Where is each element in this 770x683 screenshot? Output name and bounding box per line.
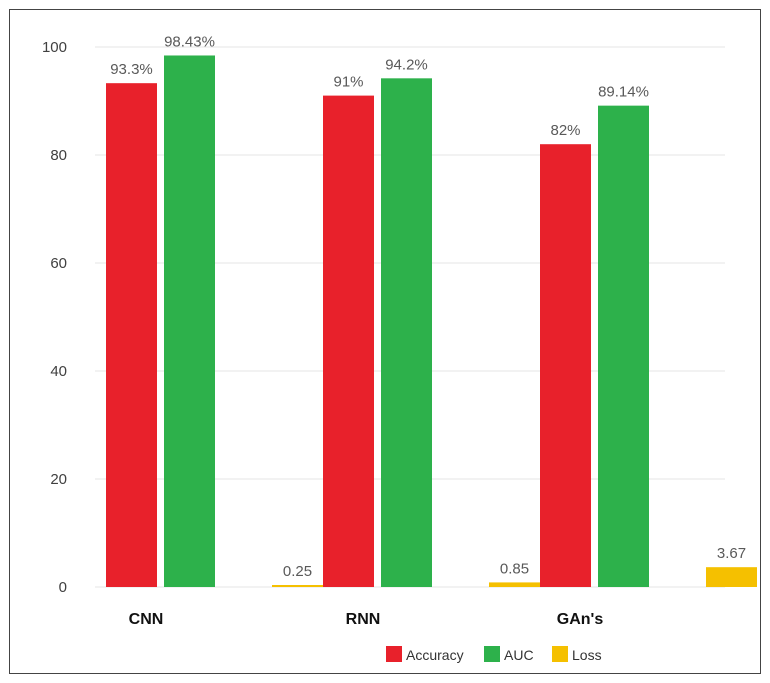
data-label-accuracy: 91%	[333, 74, 363, 91]
legend: Accuracy AUC Loss	[386, 646, 602, 663]
y-tick-label: 40	[50, 363, 67, 380]
y-tick-label: 100	[42, 39, 67, 56]
bar-auc-2	[598, 105, 649, 588]
legend-swatch-accuracy	[386, 646, 402, 662]
data-label-auc: 94.2%	[385, 56, 428, 73]
bar-auc-1	[381, 78, 432, 587]
bar-accuracy-1	[323, 95, 374, 587]
data-label-auc: 98.43%	[164, 33, 215, 50]
y-tick-label: 20	[50, 471, 67, 488]
bar-auc-0	[164, 55, 215, 587]
data-label-loss: 0.85	[500, 560, 529, 577]
bar-loss-0	[272, 585, 323, 587]
legend-label-accuracy: Accuracy	[406, 647, 464, 663]
bar-loss-2	[706, 567, 757, 587]
data-label-accuracy: 82%	[550, 122, 580, 139]
legend-swatch-auc	[484, 646, 500, 662]
x-axis: CNN RNN GAn's	[129, 611, 604, 628]
data-label-auc: 89.14%	[598, 84, 649, 101]
y-tick-label: 60	[50, 255, 67, 272]
x-category-label: RNN	[346, 611, 381, 628]
x-category-label: GAn's	[557, 611, 604, 628]
bar-loss-1	[489, 582, 540, 587]
data-labels: 93.3% 98.43% 0.25 91% 94.2% 0.85 82% 89.14% 3.67	[110, 33, 746, 580]
data-label-loss: 0.25	[283, 563, 312, 580]
data-label-loss: 3.67	[717, 545, 746, 562]
y-tick-label: 0	[59, 579, 67, 596]
legend-label-auc: AUC	[504, 647, 534, 663]
y-tick-label: 80	[50, 147, 67, 164]
bar-accuracy-0	[106, 83, 157, 588]
data-label-accuracy: 93.3%	[110, 61, 153, 78]
bars	[106, 55, 757, 588]
bar-accuracy-2	[540, 144, 591, 587]
x-category-label: CNN	[129, 611, 164, 628]
legend-label-loss: Loss	[572, 647, 602, 663]
y-axis: 0 20 40 60 80 100	[42, 39, 67, 596]
legend-swatch-loss	[552, 646, 568, 662]
